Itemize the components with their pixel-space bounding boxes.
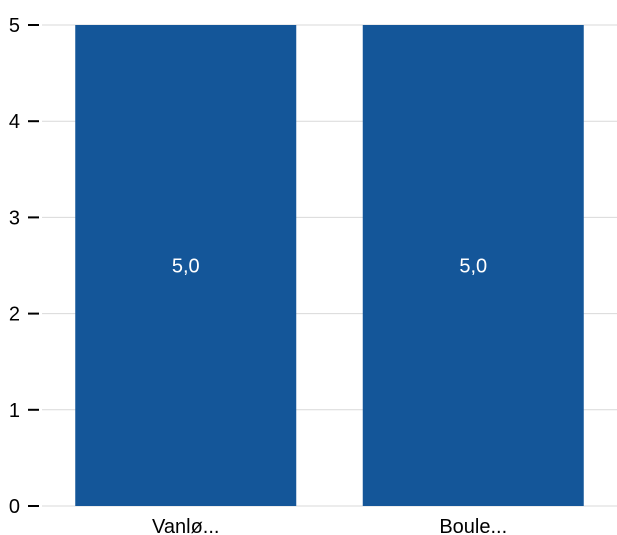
y-axis: 0 1 2 3 4 5	[9, 15, 39, 518]
y-tick-label: 0	[9, 496, 20, 518]
x-tick-label: Vanlø...	[152, 516, 219, 535]
y-tick-label: 1	[9, 400, 20, 422]
y-tick-label: 3	[9, 207, 20, 229]
x-tick-label: Boule...	[439, 516, 507, 535]
labels: 5,0 Vanlø... 5,0 Boule...	[152, 256, 507, 535]
bar[interactable]	[75, 25, 297, 506]
y-tick-label: 4	[9, 111, 20, 133]
y-tick-label: 5	[9, 15, 20, 37]
bar-value-label: 5,0	[459, 256, 487, 278]
y-tick-label: 2	[9, 304, 20, 326]
bar-value-label: 5,0	[172, 256, 200, 278]
bar[interactable]	[362, 25, 584, 506]
bars	[75, 25, 584, 506]
